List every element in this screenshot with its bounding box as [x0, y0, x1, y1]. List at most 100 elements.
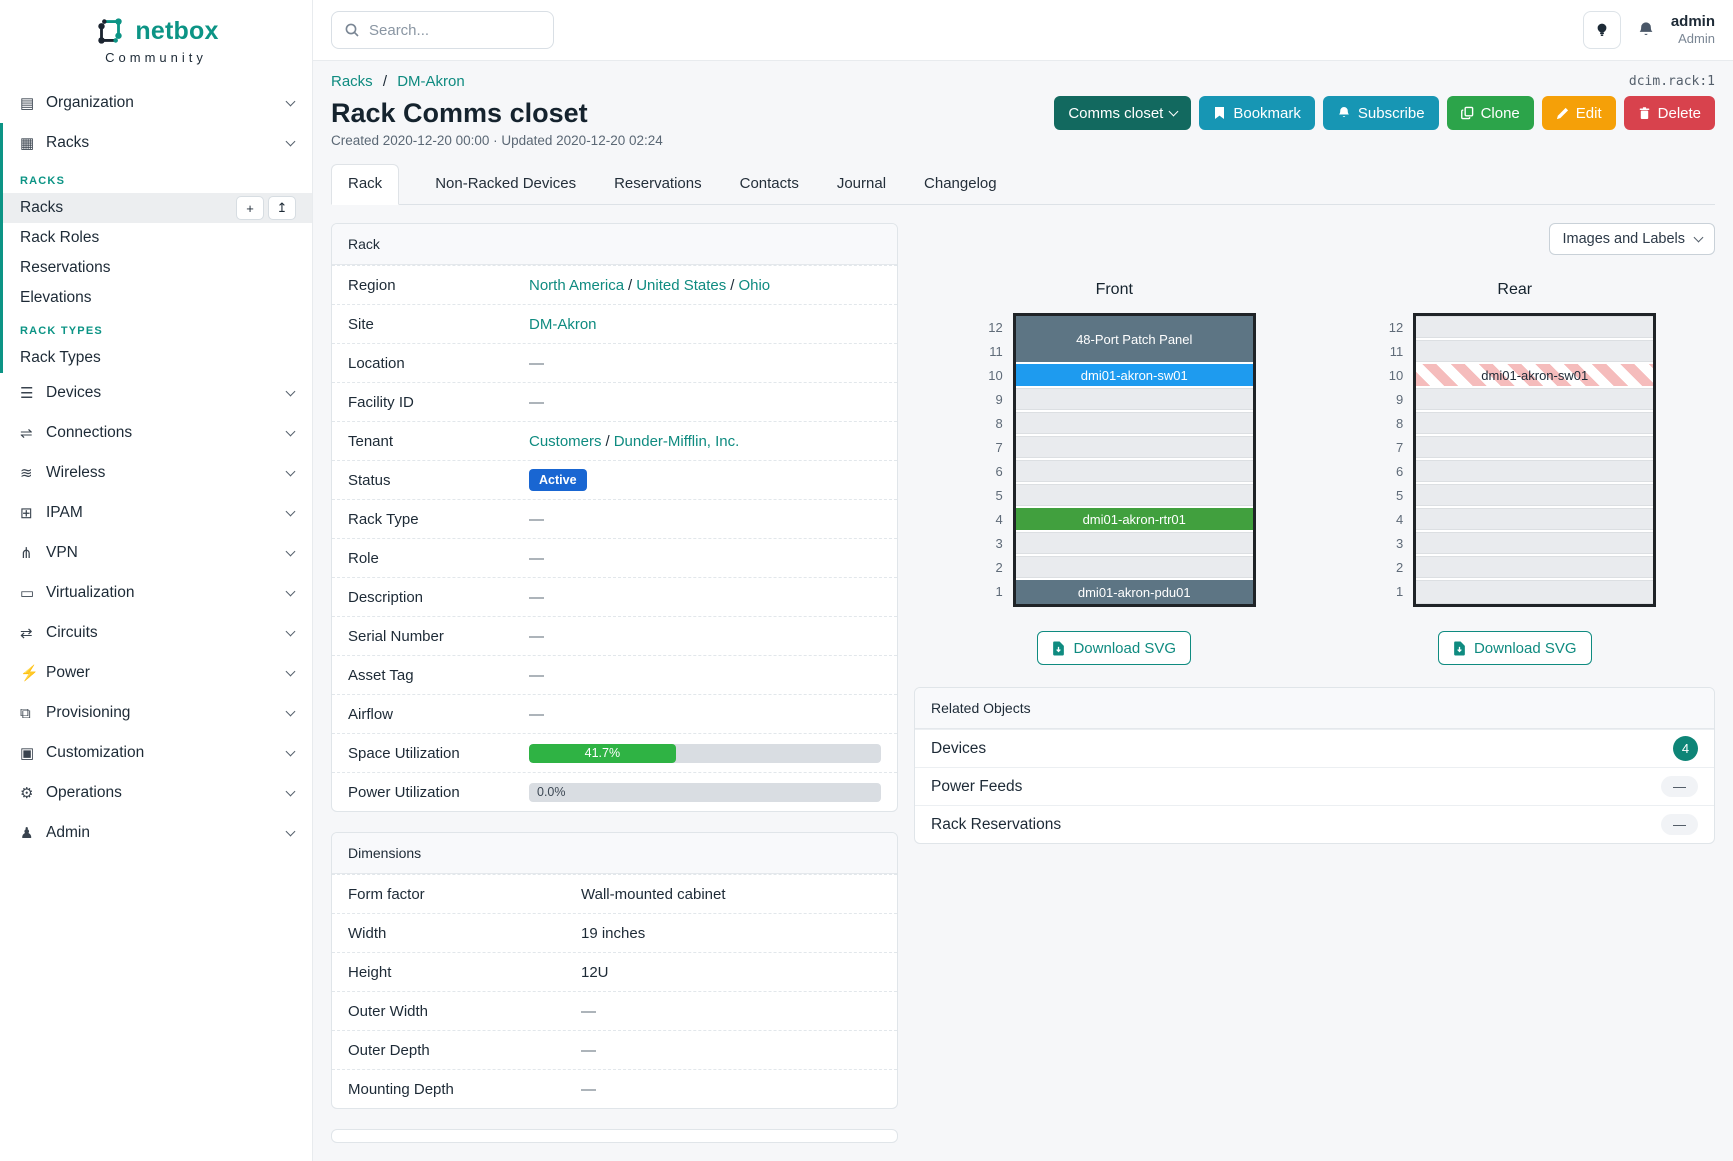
sidebar-item-operations[interactable]: ⚙ Operations: [0, 773, 312, 813]
breadcrumb-site-link[interactable]: DM-Akron: [397, 73, 465, 90]
front-title: Front: [1095, 281, 1133, 298]
empty-slot-u5[interactable]: [1416, 484, 1654, 508]
sidebar-item-organization[interactable]: ▤ Organization: [0, 83, 312, 123]
region-link[interactable]: Ohio: [738, 276, 771, 294]
sidebar-item-rack-roles[interactable]: Rack Roles: [20, 229, 100, 246]
rack-device-sw01-rear[interactable]: dmi01-akron-sw01: [1416, 364, 1654, 388]
chevron-down-icon: [285, 546, 296, 557]
sidebar-item-connections[interactable]: ⇌ Connections: [0, 413, 312, 453]
breadcrumb-separator: /: [382, 73, 388, 90]
elevation-display-select[interactable]: Images and Labels: [1549, 223, 1715, 255]
notifications-bell-icon[interactable]: [1637, 21, 1655, 39]
sidebar-item-power[interactable]: ⚡ Power: [0, 653, 312, 693]
chevron-down-icon: [285, 826, 296, 837]
empty-slot-u1[interactable]: [1416, 580, 1654, 604]
sidebar-item-wireless[interactable]: ≋ Wireless: [0, 453, 312, 493]
delete-button[interactable]: Delete: [1623, 96, 1715, 130]
empty-slot-u7[interactable]: [1015, 436, 1253, 460]
empty-slot-u7[interactable]: [1416, 436, 1654, 460]
empty-slot-u8[interactable]: [1416, 412, 1654, 436]
clone-button[interactable]: Clone: [1446, 96, 1534, 130]
row-asset-tag: Asset Tag —: [332, 655, 897, 694]
front-elevation: Front 12 11 10 9 8 7 6 5 4 3 2 1 48-Port Patch Pane…: [914, 281, 1315, 665]
netbox-logo[interactable]: netbox Community: [0, 0, 312, 67]
users-icon: ♟: [20, 825, 34, 842]
empty-slot-u11[interactable]: [1416, 340, 1654, 364]
sidebar-item-customization[interactable]: ▣ Customization: [0, 733, 312, 773]
empty-slot-u3[interactable]: [1416, 532, 1654, 556]
region-link[interactable]: North America: [529, 276, 625, 294]
copy-icon: [1460, 106, 1474, 120]
sidebar-group-racks-open: ▦ Racks RACKS Racks + ↥ Rack Roles Reser…: [0, 123, 312, 373]
rack-device-pdu01[interactable]: dmi01-akron-pdu01: [1015, 580, 1253, 604]
empty-slot-u6[interactable]: [1015, 460, 1253, 484]
sidebar-item-racks[interactable]: Racks + ↥: [3, 193, 312, 223]
rack-device-patch-panel[interactable]: 48-Port Patch Panel: [1015, 316, 1253, 364]
document-icon: ⧉: [20, 704, 31, 722]
page-content: Racks / DM-Akron dcim.rack:1 Rack Comms …: [313, 61, 1733, 1161]
power-utilization-bar: 0.0%: [529, 782, 881, 802]
add-rack-button[interactable]: +: [236, 196, 264, 220]
empty-slot-u8[interactable]: [1015, 412, 1253, 436]
chevron-down-icon: [285, 706, 296, 717]
empty-slot-u3[interactable]: [1015, 532, 1253, 556]
rack-panel-title: Rack: [332, 224, 897, 265]
tab-non-racked-devices[interactable]: Non-Racked Devices: [435, 175, 577, 192]
rack-device-sw01[interactable]: dmi01-akron-sw01: [1015, 364, 1253, 388]
search-input[interactable]: [369, 21, 541, 39]
empty-slot-u6[interactable]: [1416, 460, 1654, 484]
site-link[interactable]: DM-Akron: [529, 315, 597, 333]
tab-reservations[interactable]: Reservations: [614, 175, 702, 192]
edit-button[interactable]: Edit: [1541, 96, 1616, 130]
netbox-logo-icon: [93, 14, 127, 48]
sidebar-item-racks-group[interactable]: ▦ Racks: [3, 123, 312, 163]
breadcrumb-racks-link[interactable]: Racks: [331, 73, 373, 90]
empty-slot-u5[interactable]: [1015, 484, 1253, 508]
search-box[interactable]: [331, 11, 554, 49]
chevron-down-icon: [285, 506, 296, 517]
empty-slot-u12[interactable]: [1416, 316, 1654, 340]
sidebar-item-devices[interactable]: ☰ Devices: [0, 373, 312, 413]
tenant-link[interactable]: Dunder-Mifflin, Inc.: [613, 432, 740, 450]
empty-slot-u2[interactable]: [1416, 556, 1654, 580]
sidebar-item-rack-types[interactable]: Rack Types: [20, 349, 101, 366]
tab-contacts[interactable]: Contacts: [739, 175, 799, 192]
row-form-factor: Form factor Wall-mounted cabinet: [332, 874, 897, 913]
chevron-down-icon: [285, 666, 296, 677]
sidebar-item-provisioning[interactable]: ⧉ Provisioning: [0, 693, 312, 733]
rear-rack-box: dmi01-akron-sw01: [1413, 313, 1657, 607]
bookmark-button[interactable]: Bookmark: [1199, 96, 1315, 130]
empty-slot-u4[interactable]: [1416, 508, 1654, 532]
empty-slot-u9[interactable]: [1015, 388, 1253, 412]
import-racks-button[interactable]: ↥: [268, 196, 296, 220]
related-devices-row[interactable]: Devices 4: [915, 729, 1714, 767]
tab-rack[interactable]: Rack: [331, 164, 400, 205]
download-svg-button-front[interactable]: Download SVG: [1037, 631, 1192, 665]
empty-slot-u9[interactable]: [1416, 388, 1654, 412]
chevron-down-icon: [285, 386, 296, 397]
empty-slot-u2[interactable]: [1015, 556, 1253, 580]
tab-changelog[interactable]: Changelog: [924, 175, 997, 192]
gears-icon: ⚙: [20, 785, 34, 802]
sidebar-item-elevations[interactable]: Elevations: [20, 289, 92, 306]
sidebar-item-ipam[interactable]: ⊞ IPAM: [0, 493, 312, 533]
region-link[interactable]: United States: [636, 276, 727, 294]
rack-device-rtr01[interactable]: dmi01-akron-rtr01: [1015, 508, 1253, 532]
sidebar-item-virtualization[interactable]: ▭ Virtualization: [0, 573, 312, 613]
tab-journal[interactable]: Journal: [836, 175, 887, 192]
sidebar-item-reservations[interactable]: Reservations: [20, 259, 111, 276]
related-power-feeds-row[interactable]: Power Feeds —: [915, 767, 1714, 805]
download-svg-button-rear[interactable]: Download SVG: [1437, 631, 1592, 665]
rename-dropdown-button[interactable]: Comms closet: [1054, 96, 1192, 130]
section-heading-racks: RACKS: [20, 175, 66, 187]
user-menu[interactable]: admin Admin: [1671, 13, 1715, 48]
sidebar-item-circuits[interactable]: ⇄ Circuits: [0, 613, 312, 653]
sidebar-item-vpn[interactable]: ⋔ VPN: [0, 533, 312, 573]
subscribe-button[interactable]: Subscribe: [1322, 96, 1439, 130]
related-rack-reservations-row[interactable]: Rack Reservations —: [915, 805, 1714, 843]
sidebar-item-admin[interactable]: ♟ Admin: [0, 813, 312, 853]
row-height: Height 12U: [332, 952, 897, 991]
chevron-down-icon: [1693, 232, 1704, 243]
theme-toggle-button[interactable]: [1582, 11, 1621, 49]
tenant-group-link[interactable]: Customers: [529, 432, 602, 450]
